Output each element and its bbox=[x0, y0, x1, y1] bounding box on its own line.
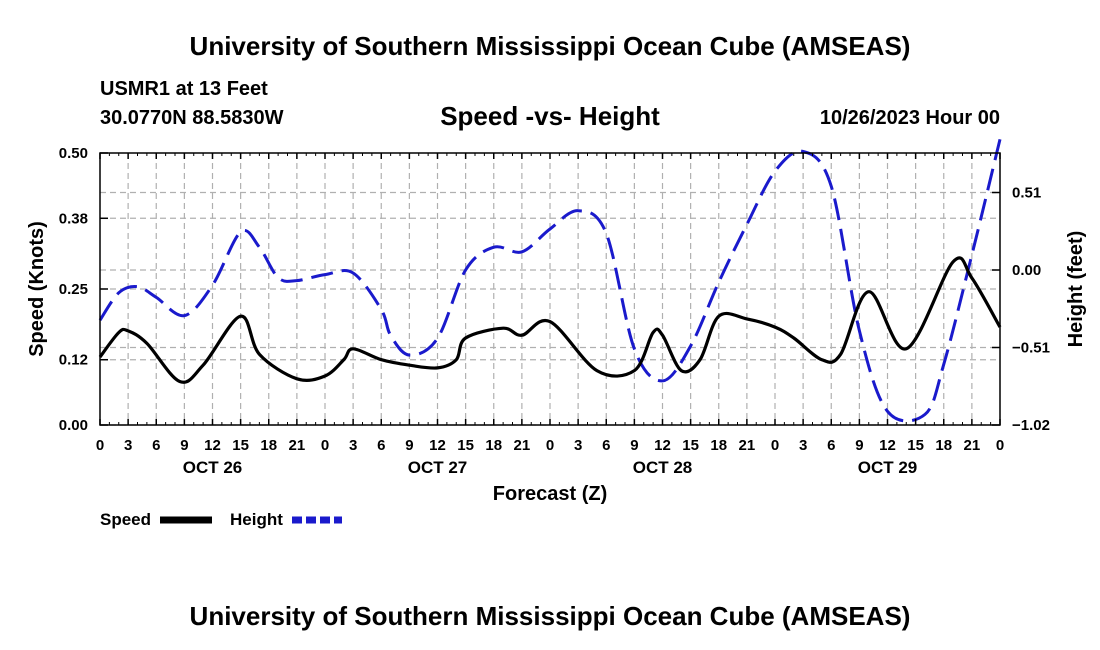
axis-ticks: 0 3 6 9 12 15 18 21 0 3 6 9 12 15 18 21 0 3 6 9 12 15 18 21 0 3 6 9… bbox=[59, 145, 1050, 477]
x-tick-label: 6 bbox=[602, 437, 610, 454]
y2-tick-label: 0.00 bbox=[1012, 262, 1041, 279]
x-tick-label: 21 bbox=[514, 437, 531, 454]
x-tick-label: 0 bbox=[546, 437, 554, 454]
chart-title: Speed -vs- Height bbox=[440, 101, 660, 131]
x-tick-label: 3 bbox=[574, 437, 582, 454]
x-axis-label: Forecast (Z) bbox=[493, 483, 607, 505]
y-axis-label: Speed (Knots) bbox=[26, 221, 48, 357]
x-tick-label: 6 bbox=[827, 437, 835, 454]
grid-lines bbox=[100, 153, 1000, 426]
x-tick-label: 15 bbox=[457, 437, 474, 454]
y2-tick-label: 0.51 bbox=[1012, 185, 1041, 202]
x-tick-label: 0 bbox=[96, 437, 104, 454]
y2-tick-label: −1.02 bbox=[1012, 417, 1050, 434]
x-tick-label: 0 bbox=[321, 437, 329, 454]
legend: Speed Height bbox=[100, 510, 342, 529]
x-tick-label: 9 bbox=[405, 437, 413, 454]
station-label: USMR1 at 13 Feet bbox=[100, 78, 268, 100]
x-tick-label: 18 bbox=[935, 437, 952, 454]
x-tick-label: 18 bbox=[710, 437, 727, 454]
x-tick-label: 18 bbox=[260, 437, 277, 454]
x-tick-label: 0 bbox=[996, 437, 1004, 454]
x-tick-label: 3 bbox=[124, 437, 132, 454]
date-label: OCT 28 bbox=[633, 458, 693, 477]
x-tick-label: 0 bbox=[771, 437, 779, 454]
y-tick-label: 0.25 bbox=[59, 281, 88, 298]
y2-tick-label: −0.51 bbox=[1012, 340, 1050, 357]
series-group bbox=[98, 138, 1002, 423]
x-tick-label: 21 bbox=[964, 437, 981, 454]
x-tick-label: 15 bbox=[232, 437, 249, 454]
main-title: University of Southern Mississippi Ocean… bbox=[190, 31, 911, 61]
coordinates-label: 30.0770N 88.5830W bbox=[100, 107, 284, 129]
x-tick-label: 9 bbox=[630, 437, 638, 454]
date-label: OCT 27 bbox=[408, 458, 468, 477]
y-tick-label: 0.50 bbox=[59, 145, 88, 162]
x-tick-label: 21 bbox=[739, 437, 756, 454]
legend-speed-label: Speed bbox=[100, 510, 151, 529]
x-tick-label: 3 bbox=[349, 437, 357, 454]
x-tick-label: 12 bbox=[204, 437, 221, 454]
x-tick-label: 6 bbox=[152, 437, 160, 454]
x-tick-label: 18 bbox=[485, 437, 502, 454]
legend-height-label: Height bbox=[230, 510, 283, 529]
x-tick-label: 12 bbox=[429, 437, 446, 454]
date-label: OCT 29 bbox=[858, 458, 918, 477]
speed-line bbox=[98, 256, 1002, 384]
x-tick-label: 3 bbox=[799, 437, 807, 454]
x-tick-label: 21 bbox=[289, 437, 306, 454]
y-tick-label: 0.12 bbox=[59, 352, 88, 369]
x-tick-label: 6 bbox=[377, 437, 385, 454]
date-label: OCT 26 bbox=[183, 458, 243, 477]
datetime-label: 10/26/2023 Hour 00 bbox=[820, 107, 1000, 129]
y2-axis-label: Height (feet) bbox=[1065, 231, 1087, 348]
x-tick-label: 15 bbox=[682, 437, 699, 454]
x-tick-label: 15 bbox=[907, 437, 924, 454]
x-tick-label: 9 bbox=[180, 437, 188, 454]
footer-title: University of Southern Mississippi Ocean… bbox=[190, 601, 911, 631]
y-tick-label: 0.00 bbox=[59, 417, 88, 434]
height-line bbox=[98, 138, 1002, 423]
x-tick-label: 12 bbox=[879, 437, 896, 454]
y-tick-label: 0.38 bbox=[59, 210, 88, 227]
x-tick-label: 9 bbox=[855, 437, 863, 454]
x-tick-label: 12 bbox=[654, 437, 671, 454]
